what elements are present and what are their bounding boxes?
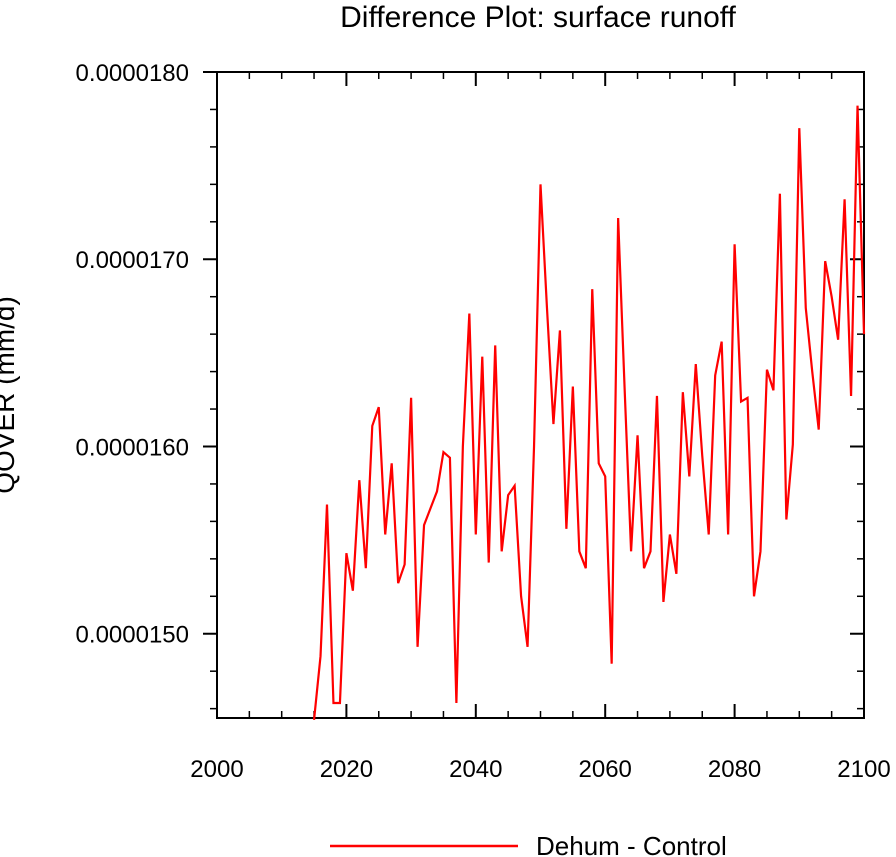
y-tick-label: 0.0000180 xyxy=(76,60,189,87)
chart-title: Difference Plot: surface runoff xyxy=(340,1,736,34)
y-axis: 0.0000150 0.0000160 0.0000170 0.0000180 xyxy=(76,60,864,710)
x-tick-label: 2020 xyxy=(320,756,373,783)
x-tick-label: 2040 xyxy=(449,756,502,783)
legend: Dehum - Control xyxy=(330,831,727,857)
series-line-dehum-control xyxy=(312,105,866,720)
x-axis: 2000 2020 2040 2060 2080 2100 xyxy=(190,72,891,783)
y-tick-label: 0.0000150 xyxy=(76,622,189,649)
x-tick-label: 2000 xyxy=(190,756,243,783)
y-tick-label: 0.0000170 xyxy=(76,247,189,274)
legend-label-dehum-control: Dehum - Control xyxy=(536,831,727,857)
x-tick-label: 2060 xyxy=(579,756,632,783)
y-axis-label: QOVER (mm/d) xyxy=(0,296,20,494)
x-tick-label: 2080 xyxy=(708,756,761,783)
x-tick-label: 2100 xyxy=(837,756,890,783)
series-layer xyxy=(312,105,866,720)
y-tick-label: 0.0000160 xyxy=(76,434,189,461)
